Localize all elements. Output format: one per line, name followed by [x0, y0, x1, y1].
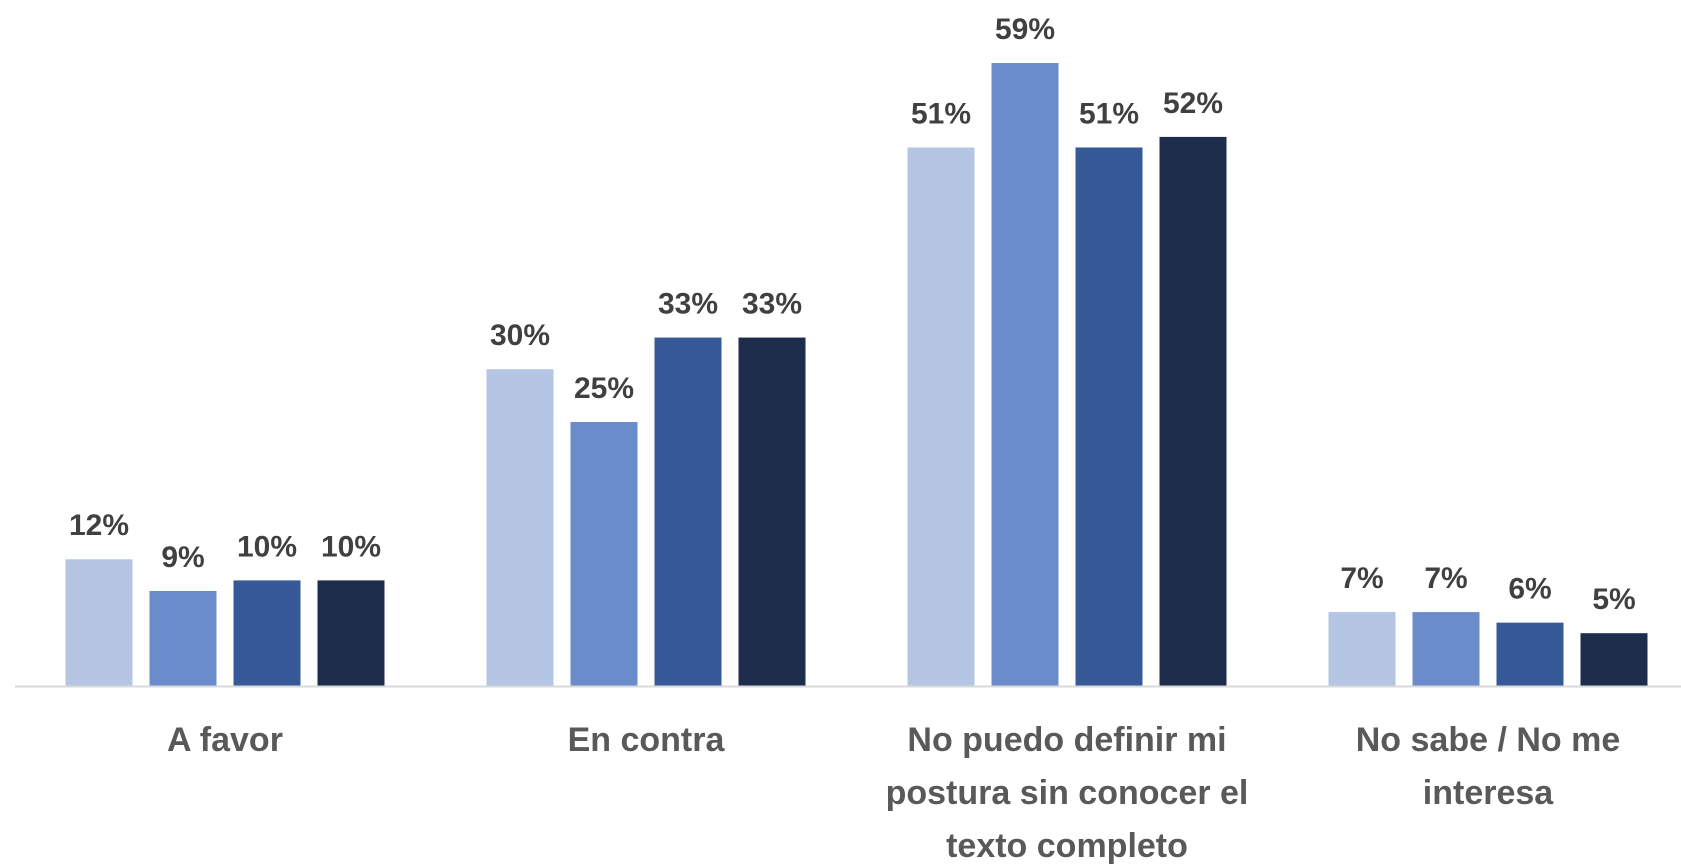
bar	[317, 580, 385, 686]
bar	[991, 63, 1059, 686]
bar	[233, 580, 301, 686]
value-label: 59%	[995, 13, 1055, 46]
value-label: 51%	[911, 97, 971, 130]
bar	[1496, 622, 1564, 686]
x-tick-label: No puedo definir mi postura sin conocer e…	[886, 721, 1249, 865]
x-tick-label: En contra	[568, 721, 726, 759]
value-label: 6%	[1508, 573, 1551, 606]
value-label: 9%	[161, 541, 204, 574]
bar	[1580, 633, 1648, 686]
bar	[570, 422, 638, 686]
bar	[486, 369, 554, 686]
bar	[907, 147, 975, 686]
value-label: 33%	[658, 287, 718, 320]
bar	[1159, 136, 1227, 686]
x-tick-label: A favor	[167, 721, 283, 759]
value-label: 5%	[1592, 583, 1635, 616]
bar	[1412, 612, 1480, 686]
value-label: 10%	[237, 530, 297, 563]
value-label: 7%	[1340, 562, 1383, 595]
value-label: 7%	[1424, 562, 1467, 595]
bar	[65, 559, 133, 686]
bar	[738, 337, 806, 686]
bar	[1075, 147, 1143, 686]
value-label: 12%	[69, 509, 129, 542]
value-label: 10%	[321, 530, 381, 563]
value-label: 30%	[490, 319, 550, 352]
bar	[1328, 612, 1396, 686]
bar	[654, 337, 722, 686]
value-label: 25%	[574, 372, 634, 405]
value-label: 33%	[742, 287, 802, 320]
bar	[149, 590, 217, 686]
x-tick-label: No sabe / No me interesa	[1356, 721, 1621, 812]
value-label: 52%	[1163, 87, 1223, 120]
value-label: 51%	[1079, 97, 1139, 130]
